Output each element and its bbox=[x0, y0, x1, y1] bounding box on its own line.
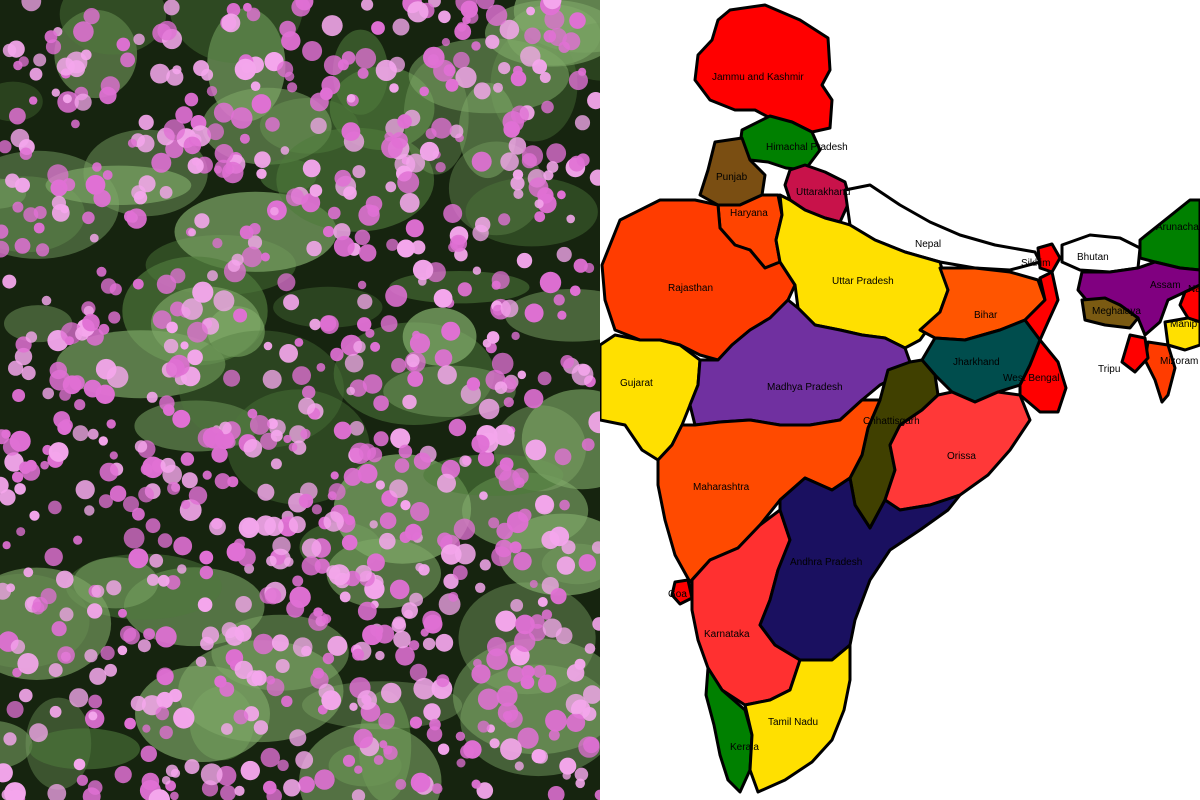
india-map-panel: Jammu and Kashmir Himachal Pradesh Punja… bbox=[600, 0, 1200, 800]
region-jammu-and-kashmir bbox=[693, 3, 834, 134]
label-rajasthan: Rajasthan bbox=[668, 283, 713, 294]
label-chhattisgarh: Chhattisgarh bbox=[863, 416, 920, 427]
region-meghalaya bbox=[1080, 296, 1140, 330]
label-punjab: Punjab bbox=[716, 172, 748, 183]
label-tamil-nadu: Tamil Nadu bbox=[768, 717, 818, 728]
label-maharashtra: Maharashtra bbox=[693, 482, 750, 493]
label-arunachal: Arunachal bbox=[1156, 222, 1200, 233]
label-west-bengal: West Bengal bbox=[1003, 373, 1060, 384]
label-na: Na bbox=[1188, 284, 1200, 295]
label-himachal-pradesh: Himachal Pradesh bbox=[766, 142, 848, 153]
region-sikkim bbox=[1036, 242, 1062, 274]
label-andhra-pradesh: Andhra Pradesh bbox=[790, 557, 862, 568]
region-tripu bbox=[1120, 333, 1150, 374]
region-tamil-nadu bbox=[743, 643, 852, 794]
region-goa bbox=[670, 578, 694, 606]
label-karnataka: Karnataka bbox=[704, 629, 750, 640]
label-jammu-and-kashmir: Jammu and Kashmir bbox=[712, 72, 804, 83]
micrograph-panel bbox=[0, 0, 600, 800]
label-madhya-pradesh: Madhya Pradesh bbox=[767, 382, 843, 393]
label-manip: Manip bbox=[1170, 319, 1198, 330]
region-kerala bbox=[704, 666, 754, 794]
label-orissa: Orissa bbox=[947, 451, 976, 462]
region-arunachal bbox=[1138, 198, 1200, 272]
region-mizoram bbox=[1143, 340, 1177, 404]
label-sikkim: Sikkim bbox=[1021, 258, 1050, 269]
label-bihar: Bihar bbox=[974, 310, 998, 321]
label-goa: Goa bbox=[668, 589, 687, 600]
label-mizoram: Mizoram bbox=[1160, 356, 1198, 367]
label-uttar-pradesh: Uttar Pradesh bbox=[832, 276, 894, 287]
label-tripu: Tripu bbox=[1098, 364, 1120, 375]
region-andhra-pradesh bbox=[758, 476, 962, 662]
label-assam: Assam bbox=[1150, 280, 1181, 291]
label-jharkhand: Jharkhand bbox=[953, 357, 1000, 368]
region-uttar-pradesh bbox=[774, 193, 950, 350]
label-bhutan: Bhutan bbox=[1077, 252, 1109, 263]
region-west-bengal bbox=[1018, 270, 1068, 414]
label-gujarat: Gujarat bbox=[620, 378, 653, 389]
label-uttarakhand: Uttarakhand bbox=[796, 187, 850, 198]
label-kerala: Kerala bbox=[730, 742, 759, 753]
label-meghalaya: Meghalaya bbox=[1092, 306, 1141, 317]
micrograph-image bbox=[0, 0, 600, 800]
label-nepal: Nepal bbox=[915, 239, 941, 250]
label-haryana: Haryana bbox=[730, 208, 768, 219]
india-map: Jammu and Kashmir Himachal Pradesh Punja… bbox=[600, 3, 1200, 794]
